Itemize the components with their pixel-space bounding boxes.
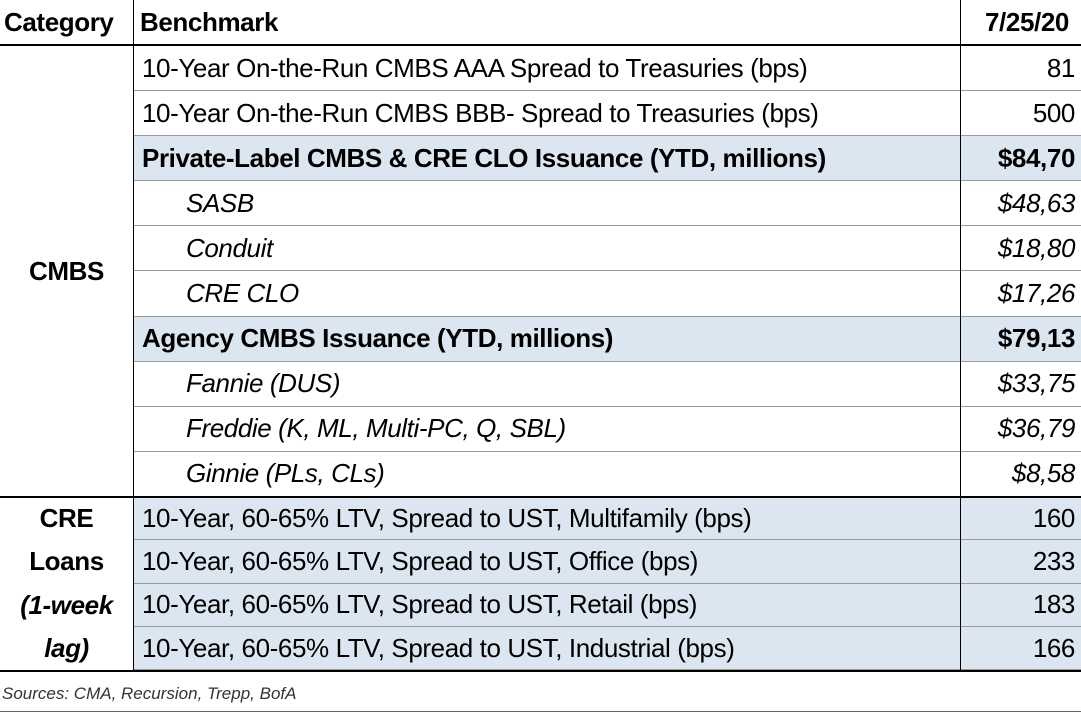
header-benchmark: Benchmark [140, 7, 279, 37]
value-cell: 233 [961, 540, 1081, 584]
header-category: Category [4, 7, 114, 37]
benchmark-cell: Conduit [134, 226, 960, 272]
column-divider [960, 0, 961, 671]
benchmark-cell: Freddie (K, ML, Multi-PC, Q, SBL) [134, 407, 960, 452]
value-cell: $33,75 [961, 362, 1081, 407]
sources: Sources: CMA, Recursion, Trepp, BofA [2, 684, 297, 703]
value-cell: 500 [961, 91, 1081, 137]
benchmark-cell: Agency CMBS Issuance (YTD, millions) [134, 316, 960, 362]
value-cell: $8,58 [961, 452, 1081, 497]
benchmark-cell: 10-Year On-the-Run CMBS BBB- Spread to T… [134, 91, 960, 137]
value-cell: $36,79 [961, 407, 1081, 452]
value-cell: 81 [961, 46, 1081, 92]
category-text: (1-week [20, 589, 113, 620]
value-cell: 160 [961, 497, 1081, 541]
value-cell: 183 [961, 583, 1081, 627]
benchmark-cell: 10-Year On-the-Run CMBS AAA Spread to Tr… [134, 46, 960, 92]
benchmark-cell: 10-Year, 60-65% LTV, Spread to UST, Offi… [134, 540, 960, 584]
benchmark-cell: 10-Year, 60-65% LTV, Spread to UST, Mult… [134, 497, 960, 541]
benchmark-cell: 10-Year, 60-65% LTV, Spread to UST, Reta… [134, 583, 960, 627]
header-rule [0, 44, 1081, 46]
column-divider [133, 0, 134, 671]
value-cell: $79,13 [961, 316, 1081, 362]
benchmark-cell: CRE CLO [134, 272, 960, 317]
value-cell: 166 [961, 626, 1081, 671]
benchmark-cell: Private-Label CMBS & CRE CLO Issuance (Y… [134, 136, 960, 182]
benchmark-cell: SASB [134, 181, 960, 227]
category-text: CMBS [29, 256, 104, 286]
category-text: CRE [39, 503, 94, 533]
section-divider [0, 496, 1081, 498]
category-text: Loans [29, 546, 104, 577]
table-bottom-rule [0, 670, 1081, 673]
value-cell: $48,63 [961, 181, 1081, 227]
benchmark-cell: 10-Year, 60-65% LTV, Spread to UST, Indu… [134, 626, 960, 671]
value-cell: $84,70 [961, 136, 1081, 182]
value-cell: $18,80 [961, 226, 1081, 272]
benchmark-cell: Fannie (DUS) [134, 362, 960, 407]
header-date: 7/25/20 [985, 7, 1069, 37]
category-cell: CRE Loans (1-week lag) [0, 497, 133, 670]
value-cell: $17,26 [961, 272, 1081, 317]
category-cell: CMBS [0, 46, 133, 497]
footer-rule [0, 711, 1081, 712]
benchmark-cell: Ginnie (PLs, CLs) [134, 452, 960, 497]
category-text: lag) [44, 632, 89, 663]
